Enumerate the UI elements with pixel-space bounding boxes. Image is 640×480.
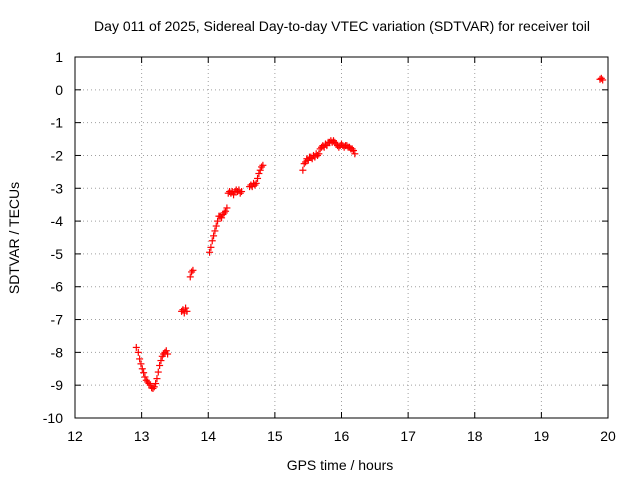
y-tick-label: 1 [55, 49, 63, 65]
data-point [256, 166, 264, 174]
chart-title: Day 011 of 2025, Sidereal Day-to-day VTE… [94, 18, 590, 34]
data-point [315, 150, 323, 158]
data-point [348, 145, 356, 153]
data-point [222, 207, 230, 215]
data-point [152, 380, 160, 388]
data-point [258, 163, 266, 171]
data-point [183, 307, 191, 315]
grid-lines [75, 57, 608, 418]
data-point [214, 217, 222, 225]
data-point [182, 304, 190, 312]
data-point [137, 360, 145, 368]
data-point [207, 243, 215, 251]
data-point [208, 237, 216, 245]
data-point [138, 365, 146, 373]
y-tick-label: -10 [43, 410, 63, 426]
y-tick-label: -9 [51, 377, 64, 393]
data-point [314, 151, 322, 159]
y-tick-label: -7 [51, 312, 64, 328]
x-tick-label: 19 [534, 428, 550, 444]
data-point [206, 248, 214, 256]
y-tick-label: 0 [55, 82, 63, 98]
data-point [349, 147, 357, 155]
axis-ticks [74, 56, 609, 419]
data-point [162, 347, 170, 355]
data-point [299, 166, 307, 174]
y-tick-label: -4 [51, 213, 64, 229]
x-tick-label: 20 [600, 428, 616, 444]
data-point [230, 191, 238, 199]
data-point [259, 161, 267, 169]
data-point [210, 232, 218, 240]
data-point [255, 170, 263, 178]
data-point [252, 179, 260, 187]
data-point [351, 150, 359, 158]
y-tick-label: -2 [51, 147, 64, 163]
data-point [141, 373, 149, 381]
data-point [189, 266, 197, 274]
x-axis-label: GPS time / hours [287, 457, 394, 473]
data-point [164, 350, 172, 358]
x-tick-label: 17 [400, 428, 416, 444]
data-point [140, 369, 148, 377]
data-points [132, 74, 607, 392]
data-point [157, 357, 165, 365]
data-point [134, 348, 142, 356]
data-point [251, 181, 259, 189]
data-point [300, 160, 308, 168]
data-point [136, 355, 144, 363]
data-point [150, 383, 158, 391]
data-point [220, 209, 228, 217]
data-point [597, 74, 605, 82]
data-point [145, 380, 153, 388]
x-tick-label: 12 [67, 428, 83, 444]
data-point [188, 268, 196, 276]
data-point [236, 189, 244, 197]
data-point [154, 368, 162, 376]
y-tick-label: -3 [51, 180, 64, 196]
y-tick-label: -5 [51, 246, 64, 262]
data-point [212, 222, 220, 230]
data-point [211, 227, 219, 235]
data-point [218, 214, 226, 222]
data-point [132, 343, 140, 351]
data-point [153, 375, 161, 383]
data-point [223, 204, 231, 212]
y-axis-label: SDTVAR / TECUs [6, 182, 22, 294]
x-tick-label: 14 [200, 428, 216, 444]
x-tick-label: 18 [467, 428, 483, 444]
x-tick-label: 13 [134, 428, 150, 444]
x-tick-label: 15 [267, 428, 283, 444]
data-point [186, 273, 194, 281]
data-point [254, 174, 262, 182]
y-tick-labels: 1 0 -1 -2 -3 -4 -5 -6 -7 -8 -9 -10 [43, 49, 63, 426]
x-tick-labels: 12 13 14 15 16 17 18 19 20 [67, 428, 616, 444]
x-tick-label: 16 [334, 428, 350, 444]
data-point [238, 188, 246, 196]
data-point [599, 76, 607, 84]
data-point [149, 384, 157, 392]
data-point [156, 361, 164, 369]
y-tick-label: -8 [51, 344, 64, 360]
y-tick-label: -6 [51, 279, 64, 295]
y-tick-label: -1 [51, 115, 64, 131]
